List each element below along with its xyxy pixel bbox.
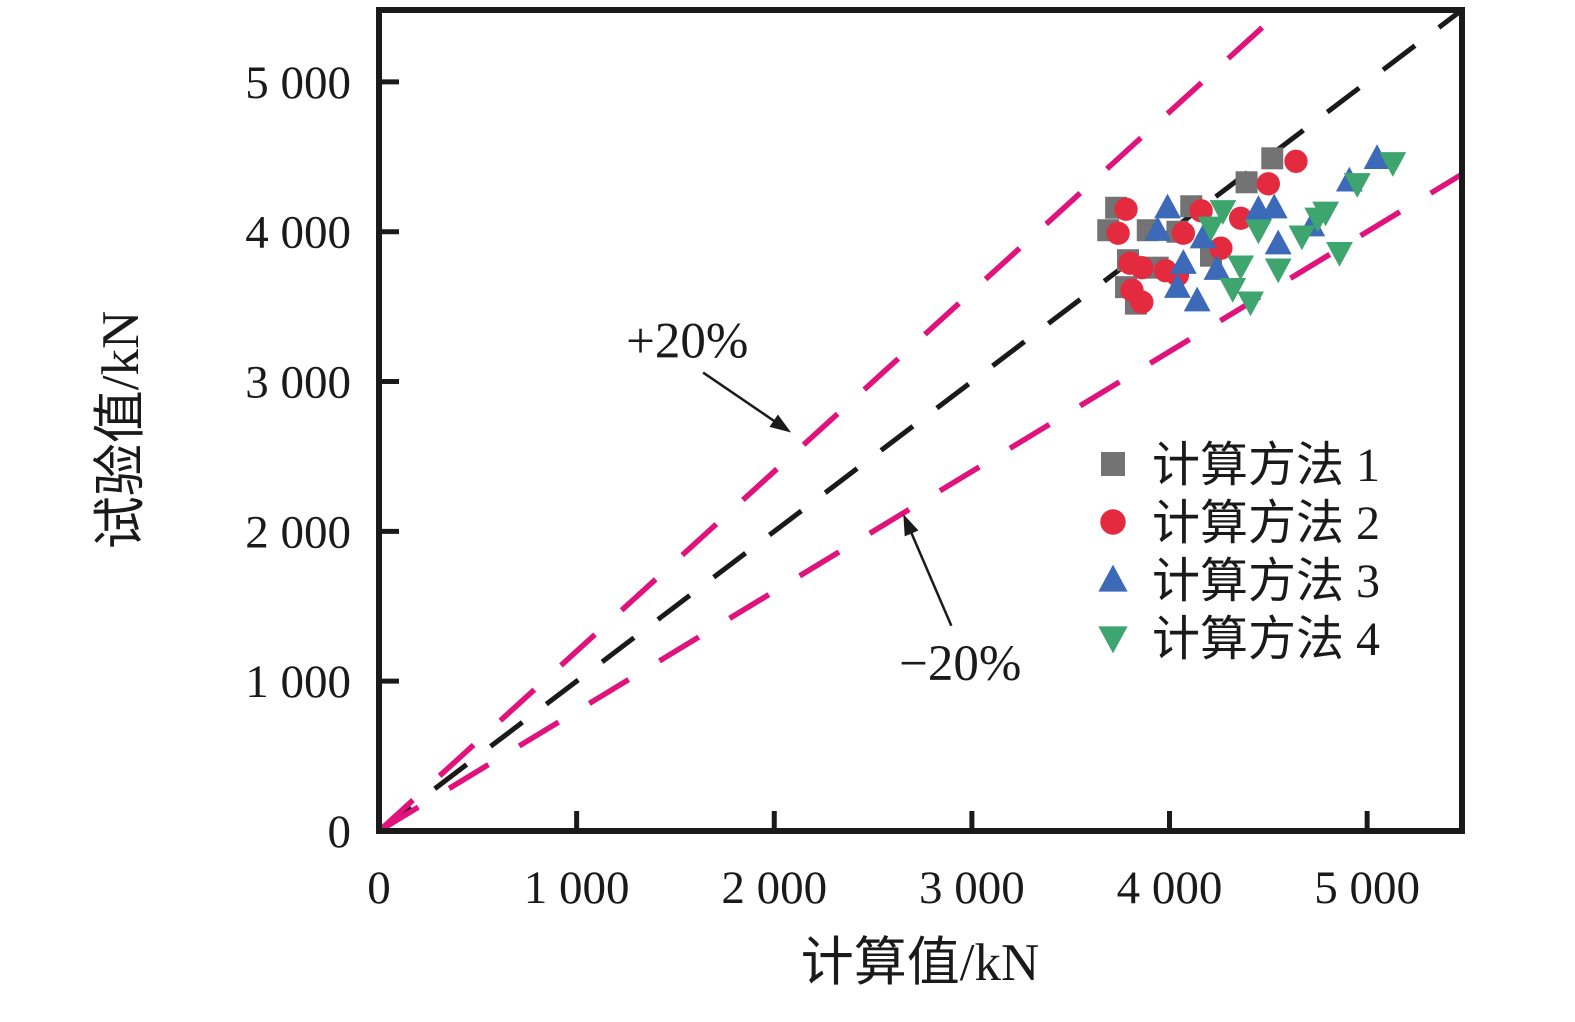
data-point-series-3 bbox=[1189, 223, 1217, 249]
data-point-series-2 bbox=[1209, 236, 1233, 260]
data-point-series-1 bbox=[1261, 147, 1284, 170]
line-1-to-1 bbox=[379, 10, 1462, 831]
data-point-series-2 bbox=[1106, 221, 1130, 245]
plot-border bbox=[376, 7, 1465, 834]
data-point-series-4 bbox=[1209, 200, 1237, 225]
x-tick-label: 3 000 bbox=[919, 862, 1025, 914]
axis-tick-labels: 0 1 000 2 000 3 000 4 000 5 000 0 1 000 2 000 3 0… bbox=[245, 57, 1420, 914]
legend-label: 计算方法 3 bbox=[1152, 555, 1380, 608]
data-point-series-3 bbox=[1203, 255, 1231, 280]
data-point-series-4 bbox=[1237, 291, 1264, 317]
legend-marker-triangle-up bbox=[1098, 564, 1128, 592]
data-point-series-3 bbox=[1163, 273, 1191, 298]
data-point-series-4 bbox=[1343, 173, 1371, 198]
data-point-series-4 bbox=[1245, 219, 1272, 245]
x-tick-label: 0 bbox=[367, 862, 391, 914]
y-tick-label: 4 000 bbox=[245, 207, 351, 259]
data-point-series-3 bbox=[1169, 249, 1197, 274]
legend-label: 计算方法 1 bbox=[1152, 439, 1380, 492]
data-point-series-2 bbox=[1171, 221, 1196, 245]
line-plus-20 bbox=[379, 10, 1286, 831]
data-point-series-3 bbox=[1154, 193, 1181, 219]
legend-marker-triangle-down bbox=[1098, 626, 1128, 654]
y-tick-label: 0 bbox=[328, 806, 352, 858]
data-point-series-2 bbox=[1130, 290, 1154, 314]
x-tick-label: 5 000 bbox=[1314, 862, 1420, 914]
y-tick-label: 1 000 bbox=[245, 656, 351, 708]
data-point-series-3 bbox=[1264, 229, 1292, 255]
legend-label: 计算方法 2 bbox=[1152, 497, 1380, 550]
x-tick-label: 1 000 bbox=[524, 862, 630, 914]
plus-20-label: +20% bbox=[626, 314, 748, 370]
plus-20-arrow-line bbox=[702, 371, 781, 426]
data-point-series-3 bbox=[1144, 216, 1172, 241]
x-tick-label: 4 000 bbox=[1117, 862, 1223, 914]
data-point-series-4 bbox=[1219, 277, 1247, 303]
data-point-series-1 bbox=[1235, 171, 1258, 194]
data-point-series-4 bbox=[1197, 216, 1225, 242]
legend-marker-square bbox=[1101, 452, 1125, 476]
data-point-series-4 bbox=[1326, 242, 1353, 267]
data-point-series-4 bbox=[1288, 225, 1316, 251]
data-points bbox=[1097, 144, 1407, 317]
data-point-series-2 bbox=[1256, 172, 1280, 196]
data-point-series-4 bbox=[1227, 255, 1255, 281]
axis-ticks bbox=[379, 79, 1370, 831]
y-axis-title: 试验值/kN bbox=[92, 311, 150, 550]
x-tick-label: 2 000 bbox=[721, 862, 827, 914]
data-point-series-2 bbox=[1228, 206, 1253, 230]
data-point-series-3 bbox=[1183, 286, 1211, 312]
legend-label: 计算方法 4 bbox=[1152, 613, 1380, 666]
y-tick-label: 3 000 bbox=[245, 357, 351, 409]
y-tick-label: 5 000 bbox=[245, 57, 351, 109]
data-point-series-3 bbox=[1363, 144, 1391, 169]
data-point-series-4 bbox=[1264, 258, 1292, 284]
minus-20-label: −20% bbox=[899, 636, 1021, 692]
data-point-series-2 bbox=[1284, 149, 1308, 173]
plus-20-arrow-head bbox=[769, 414, 792, 433]
data-point-series-2 bbox=[1114, 197, 1138, 221]
data-point-series-2 bbox=[1130, 256, 1154, 280]
data-point-series-4 bbox=[1312, 201, 1340, 227]
x-axis-title: 计算值/kN bbox=[801, 934, 1040, 992]
y-tick-label: 2 000 bbox=[245, 506, 351, 558]
legend-marker-circle bbox=[1100, 509, 1126, 535]
annotations: +20% −20% bbox=[626, 314, 1021, 693]
minus-20-arrow-line bbox=[907, 526, 953, 627]
minus-20-arrow-head bbox=[903, 514, 919, 537]
reference-lines bbox=[379, 10, 1462, 831]
data-point-series-4 bbox=[1379, 152, 1407, 177]
data-point-series-3 bbox=[1260, 193, 1288, 219]
